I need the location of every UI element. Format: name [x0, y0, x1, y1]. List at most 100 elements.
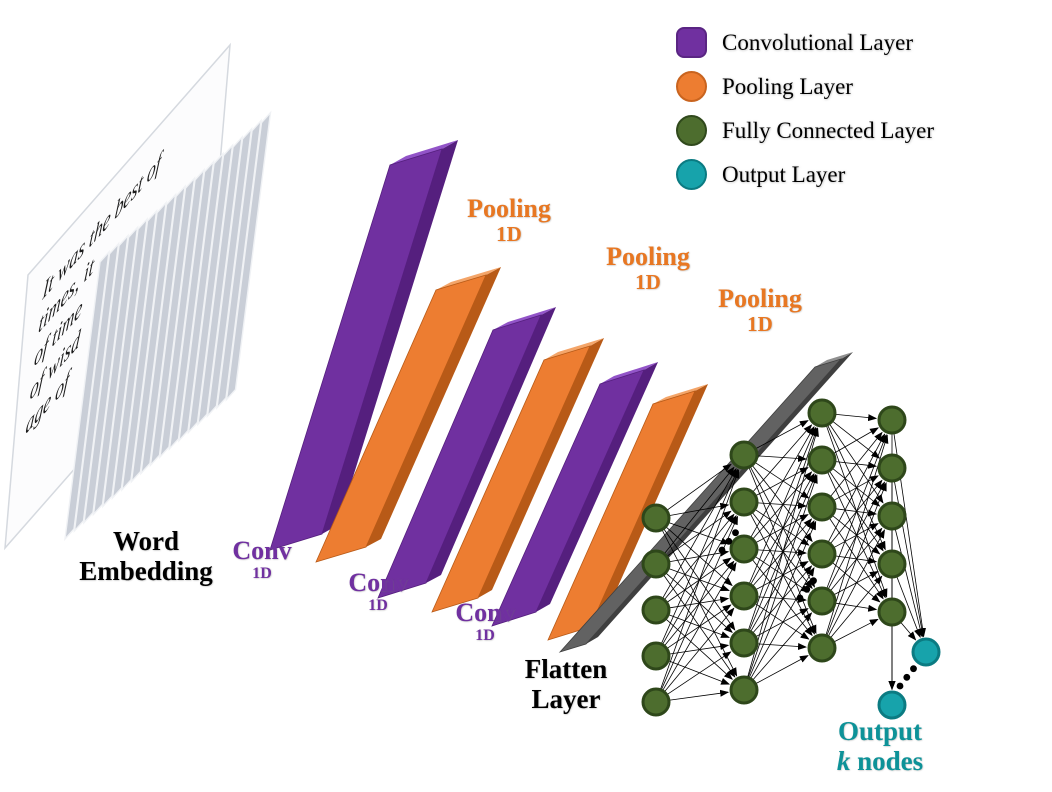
embedding-sheet [197, 135, 243, 427]
fc-node [641, 687, 671, 717]
legend-item-pooling: Pooling Layer [676, 70, 934, 103]
ellipsis-dots [718, 529, 739, 554]
slab-pooling1d-2 [431, 338, 604, 613]
pooling-layer-swatch-icon [676, 71, 707, 102]
connection-arrow [669, 689, 730, 701]
fc-node [807, 398, 837, 428]
pool-label-1d: 1D [747, 312, 773, 337]
connection-arrow [661, 515, 739, 690]
word-embedding-label-line2: Embedding [79, 556, 213, 587]
ellipsis-dot [803, 585, 811, 593]
connection-arrow [835, 508, 878, 517]
connection-arrow [756, 420, 809, 449]
ellipsis-dot [896, 682, 904, 690]
fc-node [729, 581, 759, 611]
pooling1d-label-1: Pooling 1D [429, 194, 589, 247]
fc-node [877, 501, 907, 531]
connection-arrow [835, 602, 878, 612]
connection-arrow [835, 461, 878, 469]
output-node [911, 637, 941, 667]
conv-label-1d: 1D [252, 565, 272, 583]
connection-arrow [830, 575, 883, 638]
embedding-sheet [216, 118, 262, 410]
fc-node [877, 549, 907, 579]
ellipsis-dot [810, 577, 817, 585]
legend-label: Pooling Layer [722, 73, 853, 99]
connection-arrow [757, 501, 807, 509]
connection-arrow [755, 462, 810, 499]
fc-node [807, 445, 837, 475]
connection-arrow [668, 660, 731, 685]
connection-arrow [757, 454, 807, 462]
flatten-label-line2: Layer [531, 684, 601, 715]
connection-arrow [752, 424, 813, 492]
connection-arrow [835, 555, 878, 565]
legend-item-output: Output Layer [676, 158, 934, 191]
fc-node [807, 539, 837, 569]
embedding-sheet [149, 176, 196, 468]
connection-arrow [750, 426, 815, 538]
pool-label-1d: 1D [635, 270, 661, 295]
connection-arrow [755, 603, 810, 640]
conv-label-1d: 1D [475, 627, 495, 645]
connection-arrow [748, 474, 818, 677]
connection-arrow [747, 427, 819, 677]
flatten-label-line1: Flatten [524, 654, 608, 684]
slab-pooling1d-1 [315, 267, 501, 563]
connection-arrow [895, 529, 924, 638]
embedding-sheet [102, 217, 148, 509]
output-node [877, 690, 907, 720]
word-embedding-label-line1: Word [112, 526, 179, 556]
embedding-sheet [121, 200, 167, 492]
slab-front-face [269, 148, 443, 551]
fc-node [729, 487, 759, 517]
word-embedding-label: Word Embedding [10, 526, 282, 586]
pooling1d-label-2: Pooling 1D [568, 242, 728, 295]
connection-arrow [750, 567, 815, 679]
output-label-line2: k nodes [780, 746, 980, 776]
connection-arrow [755, 509, 810, 546]
legend-label: Output Layer [722, 161, 846, 187]
ellipsis-dot [718, 546, 726, 554]
output-layer-swatch-icon [676, 159, 707, 190]
fc-node [729, 534, 759, 564]
connection-arrow [826, 481, 887, 636]
connection-arrow [828, 529, 885, 636]
ellipsis-dot [725, 537, 733, 545]
ellipsis-dot [732, 529, 739, 537]
embedding-sheet [140, 184, 186, 476]
legend-item-fully-connected: Fully Connected Layer [676, 114, 934, 147]
slab-front-face [491, 369, 645, 627]
output-k-nodes-label: Output k nodes [780, 716, 980, 776]
ellipsis-dot [796, 594, 804, 602]
connection-arrow [662, 468, 737, 598]
fc-node [641, 549, 671, 579]
fc-node [641, 503, 671, 533]
conv-label-text: Conv [348, 568, 408, 597]
fc-node [807, 492, 837, 522]
ellipsis-dot [903, 673, 911, 681]
connection-arrow [832, 515, 881, 555]
slab-front-face [547, 390, 696, 641]
connection-arrow [900, 622, 917, 641]
conv-label-1d: 1D [368, 597, 388, 615]
fully-connected-layer-swatch-icon [676, 115, 707, 146]
ellipsis-dots [896, 665, 917, 690]
legend-item-convolutional: Convolutional Layer [676, 26, 934, 59]
fc-node [807, 633, 837, 663]
slab-front-face [431, 345, 591, 613]
connection-arrow [660, 469, 740, 689]
fc-node [877, 597, 907, 627]
slab-side-face [536, 362, 658, 612]
connection-arrow [749, 426, 817, 584]
pool-label-text: Pooling [467, 194, 551, 223]
embedding-sheet [130, 192, 177, 484]
connection-arrow [756, 561, 809, 590]
connection-arrow [832, 421, 881, 459]
slab-top-face [600, 362, 658, 384]
connection-arrow [756, 655, 809, 684]
convolutional-layer-swatch-icon [676, 27, 707, 58]
pool-label-text: Pooling [718, 284, 802, 313]
connection-arrow [749, 520, 817, 678]
